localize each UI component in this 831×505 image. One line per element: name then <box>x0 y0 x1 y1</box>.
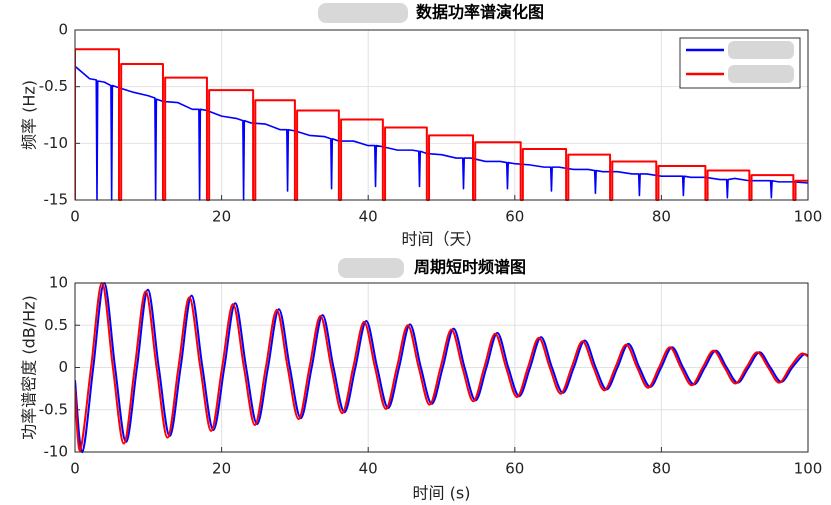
y-axis-label: 频率 (Hz) <box>20 80 39 150</box>
y-tick-label: 0 <box>58 358 68 376</box>
x-tick-label: 100 <box>794 208 823 226</box>
legend-blur <box>728 65 794 83</box>
x-tick-label: 60 <box>505 208 524 226</box>
series-line <box>75 65 808 201</box>
y-tick-label: 0 <box>58 21 68 39</box>
x-tick-label: 60 <box>505 460 524 478</box>
legend-blur <box>728 41 794 59</box>
series-line <box>75 282 808 452</box>
axes-frame <box>74 29 809 201</box>
x-tick-label: 20 <box>212 208 231 226</box>
x-axis-label: 时间 (s) <box>413 484 471 503</box>
x-tick-label: 80 <box>652 460 671 478</box>
blurred-title-prefix <box>318 3 408 23</box>
x-tick-label: 40 <box>359 460 378 478</box>
x-tick-label: 100 <box>794 460 823 478</box>
y-tick-label: -0.5 <box>39 77 68 95</box>
x-tick-label: 20 <box>212 460 231 478</box>
y-tick-label: -10 <box>44 443 69 461</box>
x-tick-label: 40 <box>359 208 378 226</box>
chart-title: 周期短时频谱图 <box>414 258 526 277</box>
axes-frame <box>74 282 809 453</box>
y-tick-label: -15 <box>44 191 69 209</box>
chart-title: 数据功率谱演化图 <box>416 3 544 22</box>
y-axis-label: 功率谱密度 (dB/Hz) <box>20 295 39 440</box>
blurred-title-prefix <box>338 258 404 278</box>
y-tick-label: -0.5 <box>39 400 68 418</box>
x-tick-label: 0 <box>70 208 80 226</box>
x-axis-label: 时间（天） <box>401 230 481 249</box>
y-tick-label: 0.5 <box>44 316 68 334</box>
x-tick-label: 80 <box>652 208 671 226</box>
y-tick-label: -10 <box>44 134 69 152</box>
x-tick-label: 0 <box>70 460 80 478</box>
y-tick-label: 10 <box>49 274 68 292</box>
